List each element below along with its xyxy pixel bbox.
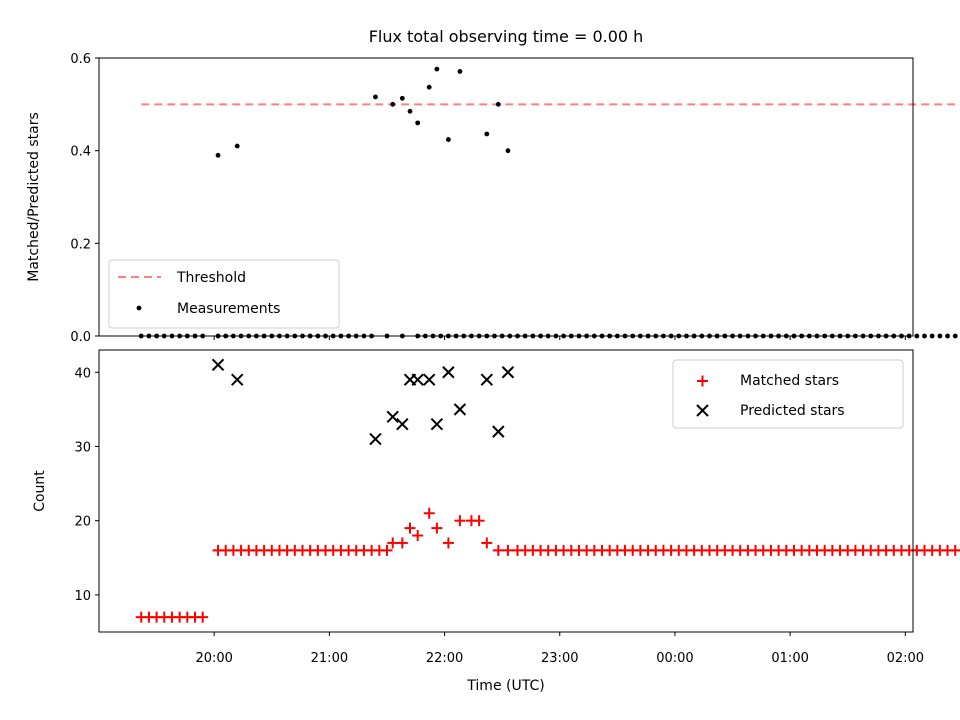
top-axes: 0.0 0.2 0.4 0.6 [70,52,906,345]
bottom-plot-frame [98,349,914,633]
top-legend-box [108,259,340,329]
bottom-y-tick-label: 40 [74,366,91,381]
measurement-point [937,333,943,339]
predicted-star-point [453,403,467,416]
legend-predicted-swatch [696,404,709,417]
predicted-star-point [492,425,505,438]
predicted-star-point [480,373,494,386]
x-tick-label: 20:00 [195,651,232,666]
measurement-point [945,333,950,339]
predicted-star-point [211,358,225,372]
top-plot-frame [98,57,914,337]
chart-title: Flux total observing time = 0.00 h [369,27,644,46]
x-tick-label: 01:00 [771,651,808,666]
bottom-y-tick-label: 30 [74,440,91,455]
measurement-point [215,152,221,158]
top-y-tick-label: 0.2 [70,237,91,252]
matched-star-point [957,549,960,552]
legend-matched-swatch [697,375,708,387]
measurement-point [234,143,240,149]
matched-star-point [492,544,504,556]
x-tick-label: 21:00 [311,651,348,666]
measurement-point [407,108,413,114]
measurement-point [434,66,440,72]
top-y-tick-label: 0.4 [70,145,91,160]
legend-threshold-label: Threshold [176,270,246,286]
predicted-star-point [423,373,436,386]
predicted-star-point [386,410,399,423]
predicted-star-point [501,366,515,379]
matched-star-point [454,515,466,527]
matched-star-point [412,530,424,542]
matched-star-point [431,522,443,534]
top-legend: Threshold Measurements [108,259,340,329]
measurement-point [505,148,511,154]
measurement-point [495,101,501,107]
measurement-point [922,333,927,339]
predicted-star-point [430,418,444,431]
measurement-point [373,94,378,100]
matched-star-point [404,522,416,534]
measurement-point [415,120,421,126]
predicted-star-point [396,418,409,431]
top-y-tick-label: 0.6 [70,52,91,67]
matched-star-point [423,507,435,519]
measurement-point [399,95,405,101]
matched-star-point [473,515,485,527]
bottom-y-tick-label: 10 [74,589,91,604]
bottom-panel: 20:0021:0022:0023:0000:0001:0002:0003:00… [32,349,960,694]
predicted-star-point [369,432,382,446]
bottom-y-tick-label: 20 [74,515,91,530]
matched-star-point [442,537,454,549]
measurement-point [484,131,490,137]
bottom-y-axis-label: Count [32,470,48,512]
bottom-legend-box [672,359,904,429]
matched-star-point [502,544,514,556]
top-y-axis-label: Matched/Predicted stars [26,112,42,282]
measurement-point [457,69,463,74]
x-tick-label: 00:00 [656,651,693,666]
predicted-star-point [411,373,424,386]
legend-matched-label: Matched stars [740,373,839,389]
x-tick-label: 22:00 [426,651,463,666]
measurement-point [426,84,432,90]
x-tick-label: 23:00 [541,651,578,666]
measurement-point [929,333,935,339]
matched-star-point [381,544,393,556]
top-panel: 0.0 0.2 0.4 0.6 Matched/Predicted stars Thr… [26,52,960,345]
measurement-point [914,333,920,339]
measurement-point [952,333,958,339]
bottom-marks [135,358,960,623]
matched-star-point [481,537,493,549]
matched-star-point [396,537,408,549]
legend-measurements-swatch [136,305,142,311]
bottom-axes: 20:0021:0022:0023:0000:0001:0002:0003:00… [74,366,924,666]
legend-measurements-label: Measurements [177,301,280,317]
x-axis-label: Time (UTC) [466,678,544,694]
top-y-tick-label: 0.0 [70,330,91,345]
bottom-legend: Matched stars Predicted stars [672,359,904,429]
measurement-point [390,101,396,107]
predicted-star-point [231,373,244,386]
matched-star-point [197,611,209,623]
x-tick-label: 02:00 [887,651,924,666]
predicted-star-point [442,366,455,379]
measurement-point [446,137,451,142]
matched-star-point [387,537,399,549]
legend-predicted-label: Predicted stars [740,403,845,419]
